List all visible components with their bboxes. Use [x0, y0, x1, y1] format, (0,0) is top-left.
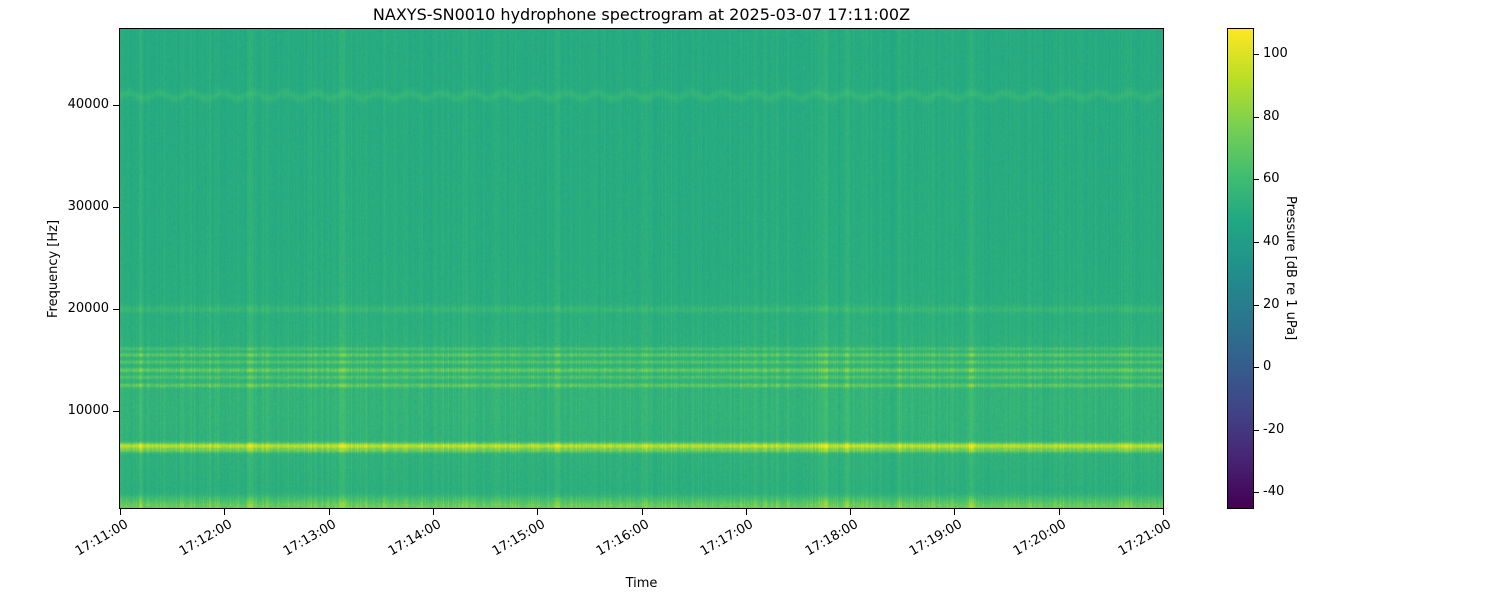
plot-area: [119, 28, 1164, 509]
x-tick-mark: [1059, 509, 1060, 515]
x-tick-label: 17:21:00: [1115, 517, 1174, 560]
x-tick-mark: [1163, 509, 1164, 515]
colorbar-tick-mark: [1254, 367, 1259, 368]
y-tick-mark: [113, 207, 119, 208]
x-tick-label: 17:17:00: [698, 517, 757, 560]
colorbar-tick-mark: [1254, 54, 1259, 55]
colorbar-tick-label: 60: [1263, 171, 1280, 187]
x-tick-label: 17:16:00: [593, 517, 652, 560]
x-tick-mark: [120, 509, 121, 515]
y-tick-label: 30000: [67, 199, 109, 215]
x-tick-mark: [329, 509, 330, 515]
colorbar-tick-label: 20: [1263, 296, 1280, 312]
x-tick-mark: [642, 509, 643, 515]
colorbar: [1227, 28, 1254, 509]
x-tick-mark: [433, 509, 434, 515]
y-tick-mark: [113, 411, 119, 412]
colorbar-tick-label: 0: [1263, 359, 1272, 375]
colorbar-tick-label: -20: [1263, 421, 1285, 437]
x-tick-mark: [746, 509, 747, 515]
x-tick-mark: [850, 509, 851, 515]
x-tick-label: 17:20:00: [1011, 517, 1070, 560]
colorbar-gradient-canvas: [1228, 29, 1253, 508]
colorbar-tick-mark: [1254, 492, 1259, 493]
colorbar-tick-mark: [1254, 179, 1259, 180]
spectrogram-canvas: [120, 29, 1163, 508]
x-axis-label: Time: [625, 576, 658, 591]
chart-title: NAXYS-SN0010 hydrophone spectrogram at 2…: [372, 5, 911, 24]
y-tick-mark: [113, 105, 119, 106]
x-tick-label: 17:18:00: [802, 517, 861, 560]
colorbar-tick-mark: [1254, 430, 1259, 431]
colorbar-tick-mark: [1254, 117, 1259, 118]
x-tick-label: 17:15:00: [489, 517, 548, 560]
x-tick-mark: [537, 509, 538, 515]
x-tick-mark: [224, 509, 225, 515]
colorbar-label: Pressure [dB re 1 uPa]: [1283, 196, 1298, 341]
x-tick-label: 17:13:00: [281, 517, 340, 560]
colorbar-tick-label: 100: [1263, 46, 1288, 62]
colorbar-tick-label: 40: [1263, 233, 1280, 249]
x-tick-mark: [954, 509, 955, 515]
y-tick-label: 10000: [67, 403, 109, 419]
colorbar-tick-mark: [1254, 242, 1259, 243]
x-tick-label: 17:12:00: [176, 517, 235, 560]
colorbar-tick-label: -40: [1263, 484, 1285, 500]
colorbar-tick-label: 80: [1263, 108, 1280, 124]
colorbar-tick-mark: [1254, 305, 1259, 306]
x-tick-label: 17:19:00: [906, 517, 965, 560]
y-tick-label: 20000: [67, 301, 109, 317]
x-tick-label: 17:14:00: [385, 517, 444, 560]
y-tick-mark: [113, 309, 119, 310]
y-tick-label: 40000: [67, 97, 109, 113]
x-tick-label: 17:11:00: [72, 517, 131, 560]
